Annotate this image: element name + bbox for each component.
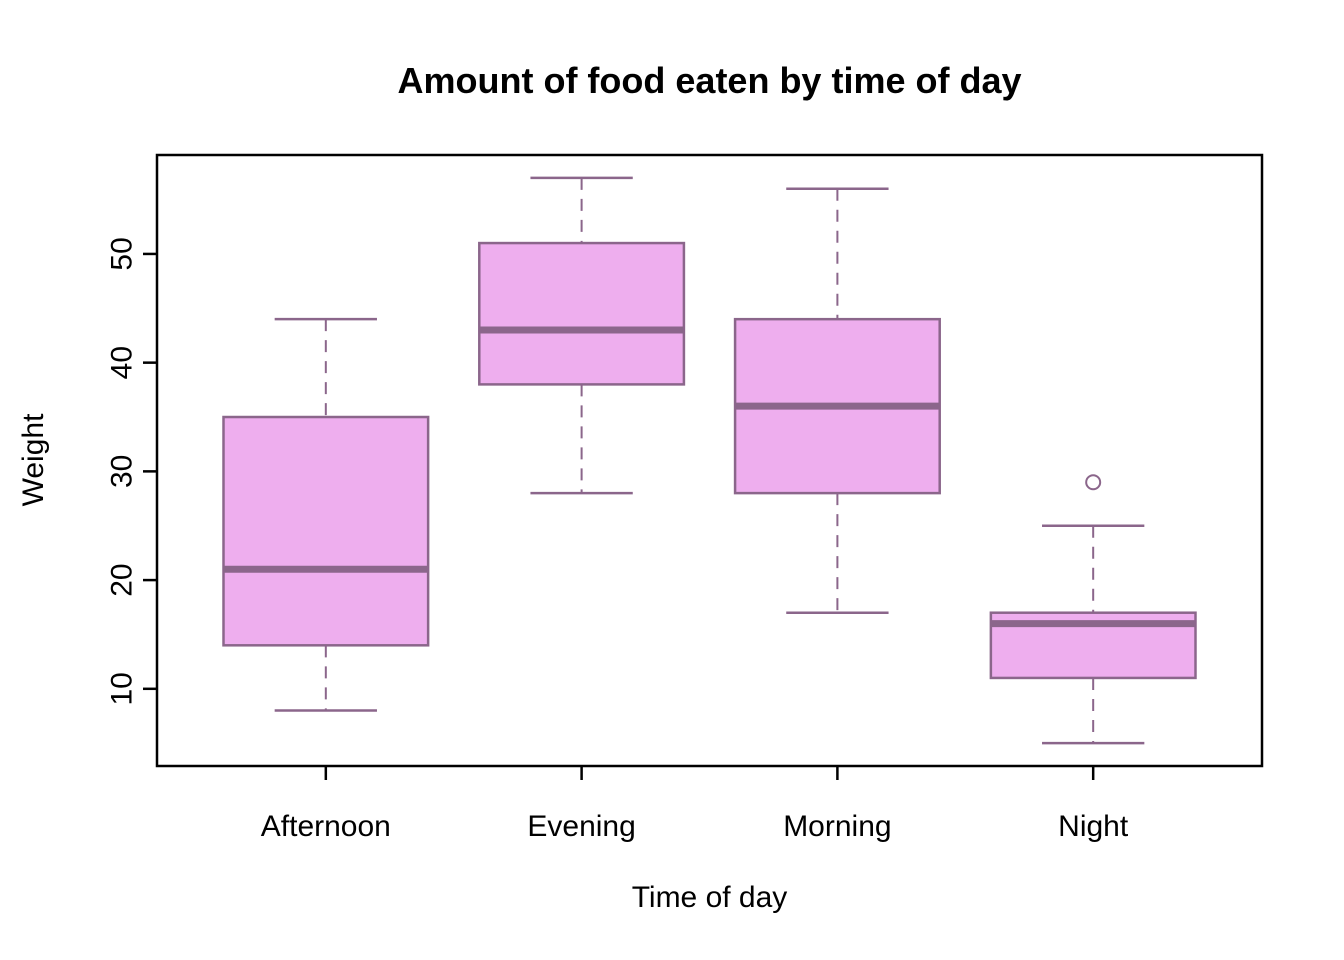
- iqr-box: [478, 241, 686, 386]
- chart-title: Amount of food eaten by time of day: [397, 60, 1022, 101]
- outlier-point: [1085, 474, 1102, 491]
- y-tick-label: 40: [106, 346, 139, 379]
- y-tick-label: 50: [106, 237, 139, 270]
- x-category-label: Afternoon: [261, 810, 391, 843]
- plot-frame: [155, 153, 1264, 768]
- x-category-label: Morning: [783, 810, 891, 843]
- x-category-label: Evening: [527, 810, 635, 843]
- y-axis-title: Weight: [17, 413, 50, 507]
- iqr-box: [222, 415, 430, 647]
- x-axis-title: Time of day: [631, 881, 788, 914]
- y-tick-label: 20: [106, 563, 139, 596]
- x-category-label: Night: [1058, 810, 1129, 843]
- y-tick-label: 30: [106, 455, 139, 488]
- y-tick-label: 10: [106, 672, 139, 705]
